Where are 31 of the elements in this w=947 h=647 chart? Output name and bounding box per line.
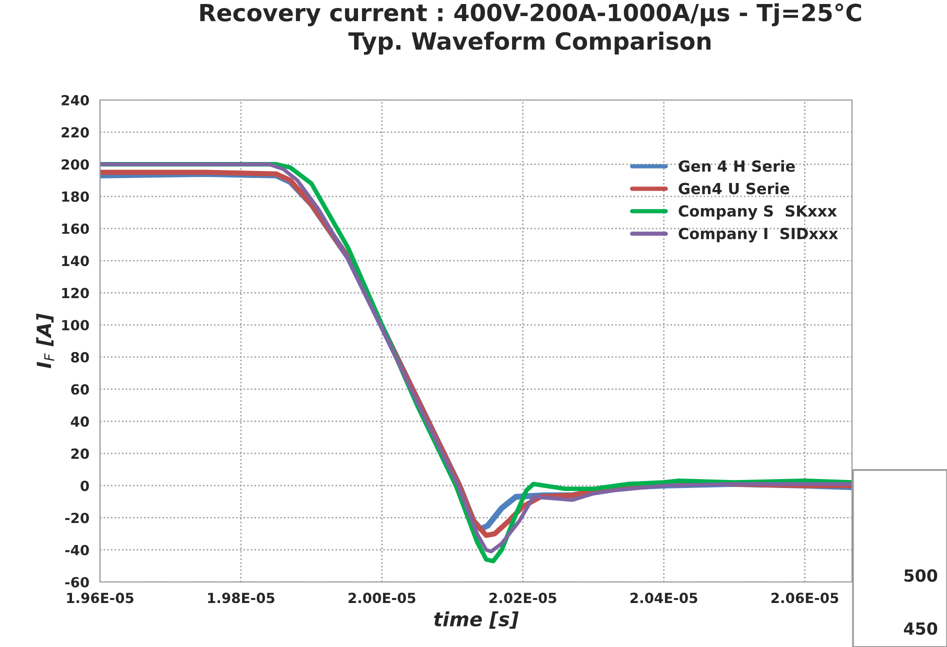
text: 450 <box>904 622 938 635</box>
x-tick-label: 2.02E-05 <box>490 592 556 604</box>
y-tick-label: 240 <box>62 94 89 106</box>
y-tick-label: 80 <box>71 352 89 363</box>
y-tick-label: 20 <box>71 448 89 459</box>
y-tick-label: -40 <box>65 544 89 556</box>
y-axis-title: I$_{F}$ [A] <box>36 314 54 368</box>
legend-label: Company S SKxxx <box>678 205 837 220</box>
x-tick-label: 1.98E-05 <box>208 592 274 604</box>
chart-title: Recovery current : 400V-200A-1000A/µs - Tj=25°C Typ. Waveform Comparison <box>200 3 862 55</box>
y-tick-label: 40 <box>70 416 89 427</box>
x-tick-label: 1.96E-05 <box>67 592 134 604</box>
y-tick-label: -20 <box>65 512 89 524</box>
x-tick-label: 2.04E-05 <box>630 592 698 604</box>
y-tick-label: 160 <box>62 224 89 234</box>
y-tick-label: 120 <box>62 288 89 298</box>
y-tick-label: 0 <box>80 480 89 492</box>
text: 500 <box>904 569 938 582</box>
x-tick-label: 2.06E-05 <box>771 592 838 604</box>
x-tick-label: 2.00E-05 <box>348 592 416 604</box>
y-tick-label: 220 <box>62 127 89 138</box>
y-tick-label: -60 <box>65 576 89 588</box>
legend-label: Gen 4 H Serie <box>678 160 795 172</box>
legend-label: Gen4 U Serie <box>678 182 790 194</box>
y-tick-label: 180 <box>62 191 89 202</box>
y-tick-label: 200 <box>62 159 89 170</box>
y-tick-label: 60 <box>71 384 89 395</box>
x-axis-title: time [s] <box>434 611 519 629</box>
y-tick-label: 140 <box>62 256 89 266</box>
legend-label: Company I SIDxxx <box>678 228 838 242</box>
y-tick-label: 100 <box>62 320 89 330</box>
